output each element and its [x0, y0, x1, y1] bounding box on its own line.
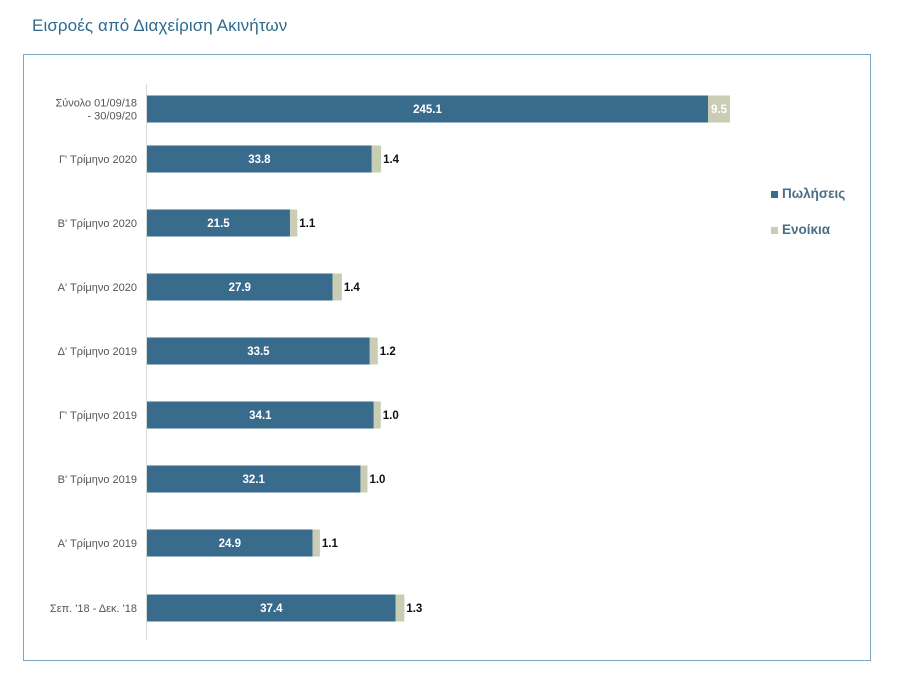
bar-sales [147, 529, 313, 557]
bar-rents [369, 337, 378, 365]
bar-rents [360, 465, 368, 493]
bar-sales [147, 465, 361, 493]
data-label-rents: 1.3 [406, 603, 422, 615]
data-label-sales: 245.1 [413, 104, 442, 116]
data-label-rents: 1.0 [369, 474, 385, 486]
data-label-rents: 1.4 [383, 154, 400, 166]
legend-label-sales: Πωλήσεις [782, 186, 845, 201]
bar-sales [147, 401, 374, 429]
data-label-sales: 37.4 [260, 603, 283, 615]
legend-swatch-sales [771, 191, 778, 198]
bar-sales [147, 95, 708, 123]
category-label: Δ' Τρίμηνο 2019 [58, 346, 137, 358]
data-label-rents: 1.1 [299, 218, 316, 230]
data-label-sales: 21.5 [207, 218, 230, 230]
bar-rents [373, 401, 381, 429]
data-label-rents: 1.4 [344, 282, 361, 294]
bar-sales [147, 273, 333, 301]
bar-rents [708, 95, 730, 123]
bar-rents [332, 273, 342, 301]
data-label-sales: 34.1 [249, 410, 272, 422]
data-label-rents: 1.0 [383, 410, 399, 422]
bar-rents [395, 594, 405, 622]
legend-label-rents: Ενοίκια [782, 222, 831, 237]
category-label: Α' Τρίμηνο 2019 [58, 538, 137, 550]
data-label-rents: 9.5 [711, 104, 728, 116]
data-label-sales: 32.1 [243, 474, 266, 486]
category-label: Α' Τρίμηνο 2020 [58, 282, 137, 294]
chart-frame [23, 54, 871, 661]
bar-sales [147, 594, 396, 622]
bar-rents [289, 209, 298, 237]
data-label-rents: 1.2 [380, 346, 396, 358]
category-label: Σύνολο 01/09/18- 30/09/20 [55, 98, 137, 123]
page-title: Εισροές από Διαχείριση Ακινήτων [32, 16, 288, 35]
category-label: Γ' Τρίμηνο 2019 [59, 410, 137, 422]
data-label-rents: 1.1 [322, 538, 339, 550]
data-label-sales: 24.9 [219, 538, 241, 550]
bar-rents [371, 145, 382, 173]
bar-sales [147, 145, 372, 173]
bar-sales [147, 337, 370, 365]
data-label-sales: 33.5 [247, 346, 270, 358]
category-label: Σεπ. '18 - Δεκ. '18 [50, 603, 137, 615]
bar-sales [147, 209, 290, 237]
bar-rents [312, 529, 320, 557]
category-label: Γ' Τρίμηνο 2020 [59, 154, 137, 166]
category-label: Β' Τρίμηνο 2019 [58, 474, 137, 486]
category-label: Β' Τρίμηνο 2020 [58, 218, 137, 230]
legend-swatch-rents [771, 227, 778, 234]
data-label-sales: 33.8 [248, 154, 271, 166]
data-label-sales: 27.9 [229, 282, 251, 294]
